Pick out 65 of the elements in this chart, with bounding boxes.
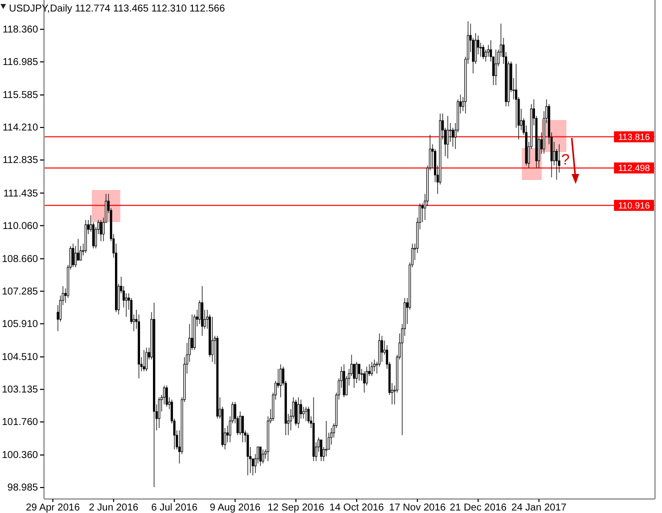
ref-line-label: 113.816 bbox=[618, 132, 650, 142]
candlestick bbox=[294, 399, 297, 426]
candlestick bbox=[166, 385, 168, 408]
x-tick-label: 6 Jul 2016 bbox=[151, 502, 198, 513]
candlestick bbox=[373, 359, 376, 372]
y-tick-label: 101.760 bbox=[2, 417, 38, 428]
candlestick bbox=[193, 314, 196, 350]
candlestick bbox=[297, 397, 300, 428]
candlestick bbox=[446, 116, 449, 159]
candlestick bbox=[145, 347, 148, 372]
candlestick bbox=[304, 406, 308, 422]
y-tick-label: 111.435 bbox=[3, 188, 38, 200]
y-tick-label: 104.510 bbox=[2, 352, 38, 364]
candlestick bbox=[138, 314, 140, 379]
x-tick-label: 21 Dec 2016 bbox=[450, 502, 507, 513]
candlestick bbox=[84, 220, 87, 254]
x-tick-label: 9 Aug 2016 bbox=[210, 502, 261, 513]
candlestick bbox=[246, 432, 249, 476]
y-tick-label: 116.985 bbox=[2, 57, 38, 68]
candlestick bbox=[242, 416, 244, 443]
x-tick-label: 17 Nov 2016 bbox=[389, 502, 446, 513]
candlestick bbox=[262, 449, 264, 464]
candlestick bbox=[358, 364, 360, 382]
candlestick bbox=[100, 220, 102, 242]
y-tick-label: 98.985 bbox=[7, 482, 38, 494]
candlestick bbox=[142, 350, 146, 372]
candlestick bbox=[370, 362, 373, 376]
x-tick-label: 24 Jan 2017 bbox=[511, 502, 567, 513]
x-tick-label: 29 Apr 2016 bbox=[26, 502, 80, 513]
y-tick-label: 103.135 bbox=[2, 384, 38, 396]
y-tick-label: 105.910 bbox=[2, 318, 38, 330]
candlestick bbox=[484, 49, 487, 62]
candlestick bbox=[363, 370, 366, 393]
candlestick bbox=[307, 406, 310, 424]
y-tick-label: 112.835 bbox=[2, 155, 38, 166]
candlestick bbox=[72, 243, 74, 268]
y-tick-label: 118.360 bbox=[2, 24, 38, 36]
ref-line-label: 112.498 bbox=[618, 163, 650, 174]
candlestick bbox=[380, 336, 384, 362]
candlestick bbox=[482, 44, 484, 60]
y-tick-label: 115.585 bbox=[2, 90, 38, 102]
candlestick bbox=[158, 397, 160, 428]
y-tick-label: 107.285 bbox=[2, 286, 38, 298]
candlestick bbox=[280, 364, 282, 398]
candlestick bbox=[259, 446, 262, 466]
x-tick-label: 14 Oct 2016 bbox=[329, 502, 384, 513]
y-tick-label: 110.060 bbox=[2, 220, 38, 232]
ref-line-label: 110.916 bbox=[618, 200, 650, 211]
y-tick-label: 100.360 bbox=[2, 450, 38, 462]
y-tick-label: 114.210 bbox=[2, 122, 38, 134]
candlestick bbox=[452, 127, 454, 147]
x-tick-label: 2 Jun 2016 bbox=[88, 502, 139, 513]
candlestick bbox=[312, 397, 315, 462]
candlestick bbox=[342, 364, 346, 398]
x-tick-label: 12 Sep 2016 bbox=[268, 502, 325, 513]
candlestick bbox=[201, 286, 204, 336]
candlestick bbox=[211, 316, 214, 362]
candlestick bbox=[494, 49, 498, 86]
candlestick bbox=[320, 440, 322, 462]
candlestick bbox=[216, 336, 219, 419]
candlestick bbox=[152, 302, 156, 488]
chart-title: USDJPY,Daily 112.774 113.465 112.310 112.566 bbox=[9, 4, 226, 14]
text: ? bbox=[561, 151, 570, 168]
candlestick bbox=[325, 420, 328, 457]
y-tick-label: 108.660 bbox=[2, 254, 38, 265]
